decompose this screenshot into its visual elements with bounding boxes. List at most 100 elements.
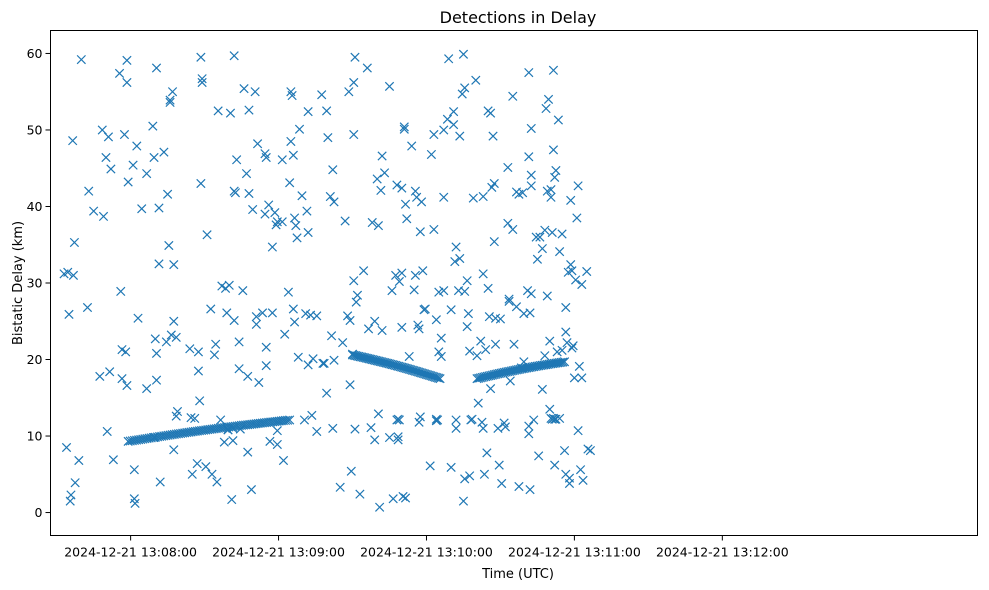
data-point [132,141,142,151]
data-point [503,162,513,173]
data-point [267,308,278,318]
data-point [370,316,380,326]
data-point [66,490,76,500]
data-point [234,364,244,374]
data-point [150,334,160,344]
data-point [455,131,465,141]
data-point [352,290,363,300]
data-point [264,200,274,210]
data-point [566,195,576,205]
data-point [257,308,268,318]
data-point [577,373,587,383]
data-point [335,482,345,492]
data-point [243,447,253,457]
data-point [511,302,522,312]
data-point [446,305,456,315]
data-point [95,371,105,381]
data-point [391,270,401,280]
data-point [193,366,204,376]
y-tick-label: 40 [27,199,43,214]
data-point [462,321,472,332]
data-point [342,311,353,321]
data-point [303,106,313,117]
data-point [285,178,295,188]
x-tick-label: 2024-12-21 13:09:00 [212,545,345,560]
data-point [151,348,162,359]
data-point [345,315,355,326]
data-point [171,332,181,342]
data-point [460,286,470,297]
data-point [531,232,541,242]
x-tick-label: 2024-12-21 13:11:00 [508,545,641,560]
data-point [418,266,428,276]
data-point [349,276,359,286]
data-point [272,217,282,227]
x-tick-label: 2024-12-21 13:10:00 [360,545,493,560]
data-point [228,435,238,446]
data-point [280,329,290,339]
data-point [202,230,212,240]
data-point [376,185,386,196]
data-point [558,357,568,367]
data-point [583,444,593,454]
data-point [525,308,535,318]
data-point [121,347,131,357]
data-point [215,415,226,425]
data-point [540,351,550,361]
data-point [434,347,444,357]
data-point [230,188,241,198]
data-point [197,77,207,88]
data-point [446,462,456,473]
data-point [234,337,244,347]
data-point [319,358,329,368]
data-point [169,316,179,326]
data-point [301,308,311,319]
data-point [393,435,403,445]
data-point [74,455,84,466]
y-axis-label: Bistatic Delay (km) [11,221,26,345]
data-point [288,304,298,314]
data-point [384,432,395,443]
data-point [490,339,501,349]
data-point [63,267,73,277]
data-point [227,494,237,505]
data-point [229,51,239,61]
data-point [252,139,263,149]
data-point [265,436,275,447]
data-point [524,429,534,439]
data-point [129,465,139,475]
data-point [478,269,488,279]
data-point [551,414,561,424]
data-point [68,136,78,146]
data-point [222,308,232,318]
data-point [206,304,216,314]
data-point [394,415,404,425]
data-point [432,373,442,383]
data-point [261,342,271,352]
data-point [473,398,483,408]
data-point [329,197,339,207]
data-point [436,333,446,343]
data-point [128,160,138,170]
data-point [106,164,116,174]
data-point [103,132,114,142]
data-point [283,287,294,297]
data-point [505,376,515,386]
data-point [211,339,221,349]
data-point [241,168,252,179]
y-tick-label: 50 [27,122,43,137]
data-points [59,49,596,512]
data-point [192,458,202,469]
data-point [476,336,486,346]
data-point [164,240,174,251]
y-tick-label: 20 [27,352,43,367]
data-point [375,502,385,512]
data-point [165,97,175,108]
data-point [363,324,374,334]
data-point [225,108,236,118]
data-point [398,491,408,502]
data-point [414,324,424,334]
data-point [349,129,359,140]
data-point [458,49,469,59]
